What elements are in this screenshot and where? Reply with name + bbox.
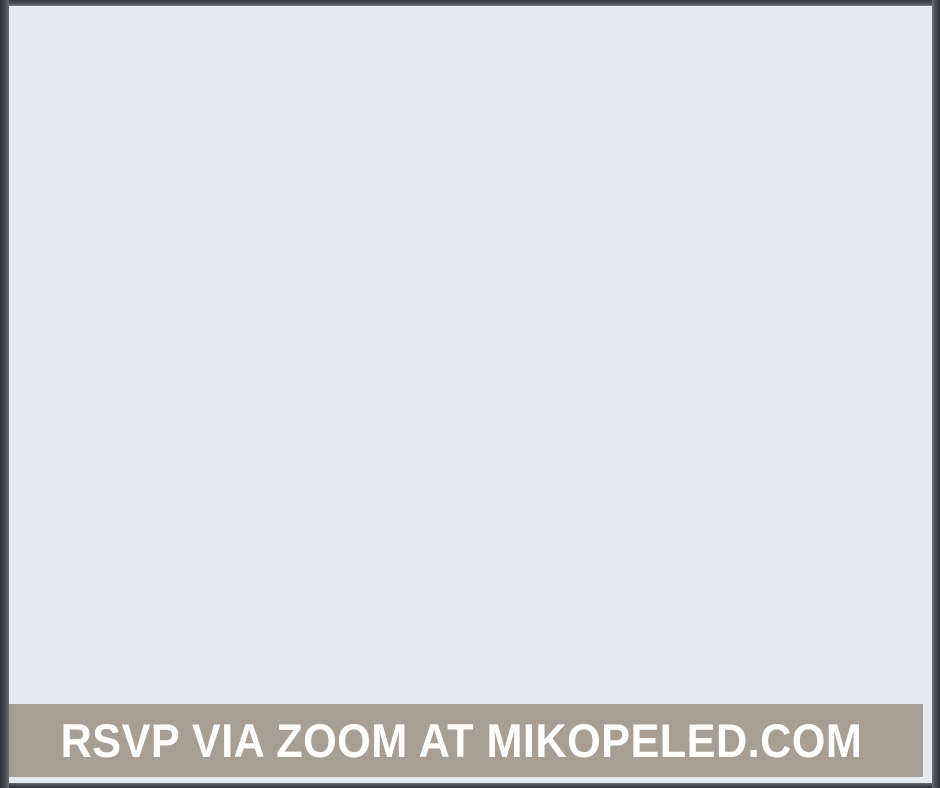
poster-frame-left: [0, 0, 9, 788]
poster-frame-bottom: [0, 783, 940, 788]
rsvp-banner-text: RSVP VIA ZOOM AT MIKOPELED.COM: [60, 714, 863, 767]
poster-frame-right: [932, 0, 940, 788]
poster-canvas: [9, 6, 932, 783]
poster-frame-top: [0, 0, 940, 6]
rsvp-banner[interactable]: RSVP VIA ZOOM AT MIKOPELED.COM: [0, 704, 923, 777]
